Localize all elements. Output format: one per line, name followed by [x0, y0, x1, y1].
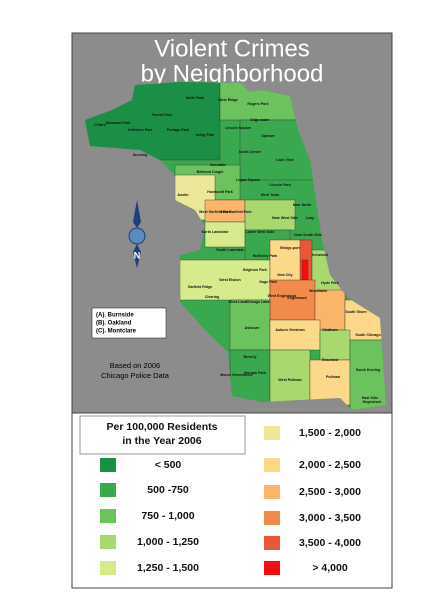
neighborhood-label: North Park — [186, 96, 204, 100]
neighborhood-label: Rogers Park — [247, 102, 268, 106]
legend-label: 3,500 - 4,000 — [299, 537, 361, 549]
legend-label: 2,500 - 3,000 — [299, 486, 361, 498]
neighborhood-label: East Garfield Park — [221, 210, 252, 214]
neighborhood-label: West Town — [261, 193, 280, 197]
neighborhood-label: West Garfield Park — [199, 210, 231, 214]
compass: N — [128, 200, 146, 268]
neighborhood-label: Chatham — [322, 328, 337, 332]
neighborhood-label: O'Hare — [94, 123, 106, 127]
neighborhood-label: Lake View — [276, 158, 294, 162]
legend-swatch — [264, 458, 280, 472]
legend-swatch — [264, 511, 280, 525]
neighborhood-label: Near West Side — [272, 216, 298, 220]
neighborhood-label: Avondale — [210, 163, 226, 167]
neighborhood-labels: O'Hare Norwood Park Jefferson Park Forest G… — [94, 96, 381, 404]
neighborhood-label: Belmont Cragin — [197, 170, 224, 174]
legend-label: 3,000 - 3,500 — [299, 512, 361, 524]
legend-title: Per 100,000 Residents — [107, 421, 218, 433]
notes-box — [91, 307, 167, 339]
legend-label: > 4,000 — [312, 562, 347, 574]
legend-label: 1,500 - 2,000 — [299, 427, 361, 439]
neighborhood-label: Norwood Park — [106, 121, 130, 125]
note: (A). Burnside — [96, 313, 134, 319]
compass-label: N — [134, 250, 141, 260]
neighborhood-label: Clearing — [205, 295, 219, 299]
legend-title: in the Year 2006 — [122, 435, 201, 447]
neighborhood-label: Near South Side — [294, 233, 322, 237]
note: (B). Oakland — [96, 321, 132, 327]
neighborhood-label: Beverly — [244, 355, 257, 359]
neighborhood-label: West Englewood — [268, 294, 297, 298]
neighborhood-label: Gage Park — [259, 280, 277, 284]
neighborhood-label: Jefferson Park — [128, 128, 153, 132]
neighborhood-label: McKinley Park — [253, 254, 278, 258]
neighborhood-label: Ashburn — [245, 326, 260, 330]
neighborhood-label: Morgan Park — [244, 371, 266, 375]
neighborhood-label: Pullman — [326, 375, 340, 379]
neighborhood-label: Irving Park — [196, 133, 215, 137]
neighborhood-label: Forest Glen — [152, 113, 172, 117]
legend-swatch — [264, 536, 280, 550]
legend-label: 1,000 - 1,250 — [137, 536, 199, 548]
title-line: Violent Crimes — [154, 35, 310, 62]
neighborhood-label: Brighton Park — [243, 268, 267, 272]
neighborhood-label: Lower West Side — [246, 230, 275, 234]
neighborhood-label: Hegewisch — [363, 400, 382, 404]
neighborhood-label: Englewood — [287, 296, 306, 300]
neighborhood-label: South Deering — [356, 368, 381, 372]
legend-label: < 500 — [155, 459, 182, 471]
neighborhood-label: Loop — [306, 216, 316, 220]
neighborhood-label: Garfield Ridge — [188, 285, 213, 289]
legend-label: 1,250 - 1,500 — [137, 562, 199, 574]
neighborhood-label: North Lawndale — [202, 230, 229, 234]
neighborhood-label: Roseland — [322, 358, 338, 362]
neighborhood-label: Uptown — [261, 134, 274, 138]
neighborhood-label: Near North — [293, 203, 312, 207]
neighborhood-label: Portage Park — [167, 128, 189, 132]
neighborhood-label: New City — [277, 273, 292, 277]
neighborhood-label: Kenwood — [312, 253, 328, 257]
neighborhood-label: East Side — [362, 396, 378, 400]
neighborhood-label: Logan Square — [236, 178, 260, 182]
neighborhood-label: Lincoln Square — [225, 126, 251, 130]
neighborhood-label: Auburn Gresham — [275, 328, 304, 332]
legend-swatch — [100, 483, 116, 497]
legend-swatch — [264, 426, 280, 440]
neighborhood-label: West Elsdon — [219, 278, 241, 282]
source: Based on 2006 — [110, 361, 160, 370]
neighborhood-label: West Lawn — [229, 300, 248, 304]
neighborhood-label: West Ridge — [218, 98, 238, 102]
neighborhood-label: Humboldt Park — [207, 190, 233, 194]
legend-items: < 500 500 -750 750 - 1,000 1,000 - 1,250 1,2… — [100, 426, 361, 575]
source: Chicago Police Data — [101, 371, 170, 380]
legend-swatch — [264, 485, 280, 499]
legend-title-box — [79, 415, 246, 455]
neighborhood-label: Chicago Lawn — [246, 300, 270, 304]
neighborhood-label: Bridge-port — [280, 246, 300, 250]
legend-swatch — [264, 561, 280, 575]
neighborhood-label: Hyde Park — [321, 281, 339, 285]
legend-label: 2,000 - 2,500 — [299, 459, 361, 471]
legend-swatch — [100, 509, 116, 523]
legend-swatch — [100, 561, 116, 575]
neighborhood-label: Woodlawn — [309, 289, 327, 293]
note: (C). Montclare — [96, 329, 137, 335]
legend-swatch — [100, 458, 116, 472]
neighborhood-label: North Center — [239, 150, 262, 154]
neighborhood-label: Edge-water — [250, 118, 270, 122]
neighborhood-label: Dunning — [133, 153, 148, 157]
neighborhood-label: Lincoln Park — [269, 183, 291, 187]
neighborhood-label: Austin — [177, 193, 188, 197]
neighborhood-label: South Lawndale — [216, 248, 244, 252]
neighborhood-label: South Shore — [345, 310, 366, 314]
legend-label: 750 - 1,000 — [141, 510, 194, 522]
legend-label: 500 -750 — [147, 484, 189, 496]
neighborhood-label: West Pullman — [278, 378, 302, 382]
legend-swatch — [100, 535, 116, 549]
neighborhood-label: South Chicago — [355, 333, 381, 337]
neighborhood-label: Mount Greenwood — [220, 373, 252, 377]
